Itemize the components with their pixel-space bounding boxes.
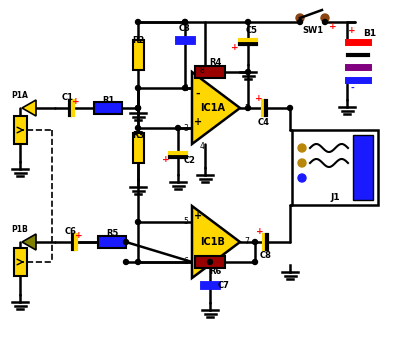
Circle shape — [136, 86, 140, 90]
Text: -: - — [196, 89, 200, 99]
Circle shape — [208, 259, 212, 265]
Circle shape — [182, 20, 188, 24]
Text: 4: 4 — [200, 141, 204, 150]
Circle shape — [288, 106, 292, 110]
Circle shape — [136, 106, 140, 110]
Circle shape — [136, 106, 140, 110]
Circle shape — [322, 20, 328, 24]
Circle shape — [136, 259, 140, 265]
Text: C2: C2 — [184, 156, 196, 165]
Text: +: + — [348, 26, 356, 34]
Text: +: + — [194, 211, 202, 221]
Bar — [94, 102, 122, 114]
Circle shape — [321, 14, 329, 22]
Bar — [195, 66, 225, 78]
Bar — [14, 248, 26, 276]
Text: C7: C7 — [218, 280, 230, 289]
Text: 6: 6 — [184, 257, 188, 266]
Text: B1: B1 — [364, 29, 376, 38]
Text: C4: C4 — [258, 118, 270, 127]
Polygon shape — [22, 100, 36, 116]
Circle shape — [136, 20, 140, 24]
Text: 3: 3 — [184, 124, 188, 132]
Circle shape — [136, 126, 140, 130]
Bar — [353, 135, 373, 200]
Circle shape — [298, 144, 306, 152]
Polygon shape — [192, 206, 240, 278]
Polygon shape — [22, 234, 36, 250]
Text: 7: 7 — [244, 237, 250, 246]
Text: C6: C6 — [65, 227, 77, 236]
Text: R4: R4 — [209, 58, 221, 67]
Circle shape — [298, 174, 306, 182]
Text: R1: R1 — [102, 96, 114, 105]
Bar — [98, 236, 126, 248]
Circle shape — [252, 259, 258, 265]
Text: C8: C8 — [260, 252, 272, 260]
Circle shape — [182, 86, 188, 90]
Text: P1A: P1A — [12, 90, 28, 99]
Circle shape — [296, 14, 304, 22]
Text: -: - — [350, 83, 354, 92]
Text: +: + — [256, 227, 264, 237]
Text: R3: R3 — [132, 130, 144, 139]
Text: 5: 5 — [184, 217, 188, 227]
Circle shape — [136, 219, 140, 225]
Circle shape — [246, 69, 250, 75]
Text: R2: R2 — [132, 36, 144, 45]
Circle shape — [298, 159, 306, 167]
Circle shape — [124, 239, 128, 245]
Text: C3: C3 — [179, 23, 191, 32]
Text: C5: C5 — [246, 26, 258, 34]
Text: +: + — [231, 42, 239, 51]
Text: J1: J1 — [330, 193, 340, 201]
Text: +: + — [162, 155, 170, 164]
Text: 8: 8 — [200, 66, 204, 75]
Text: P1B: P1B — [12, 225, 28, 234]
Bar — [14, 116, 26, 144]
Text: +: + — [72, 97, 80, 106]
Circle shape — [298, 20, 302, 24]
Text: SW1: SW1 — [302, 26, 323, 34]
Text: -: - — [196, 263, 200, 273]
Bar — [132, 40, 144, 70]
Circle shape — [246, 106, 250, 110]
Polygon shape — [192, 72, 240, 144]
Circle shape — [176, 126, 180, 130]
Text: +: + — [329, 21, 337, 30]
Bar — [195, 256, 225, 268]
Bar — [292, 130, 378, 205]
Text: IC1B: IC1B — [200, 237, 226, 247]
Circle shape — [182, 20, 188, 24]
Text: 2: 2 — [184, 83, 188, 92]
Text: R5: R5 — [106, 229, 118, 238]
Text: R6: R6 — [209, 267, 221, 276]
Text: +: + — [255, 93, 263, 102]
Text: +: + — [75, 230, 83, 239]
Bar — [132, 133, 144, 163]
Text: IC1A: IC1A — [200, 103, 226, 113]
Circle shape — [246, 20, 250, 24]
Text: C1: C1 — [62, 92, 74, 101]
Text: +: + — [194, 117, 202, 127]
Circle shape — [252, 239, 258, 245]
Circle shape — [124, 259, 128, 265]
Text: 1: 1 — [245, 104, 249, 112]
